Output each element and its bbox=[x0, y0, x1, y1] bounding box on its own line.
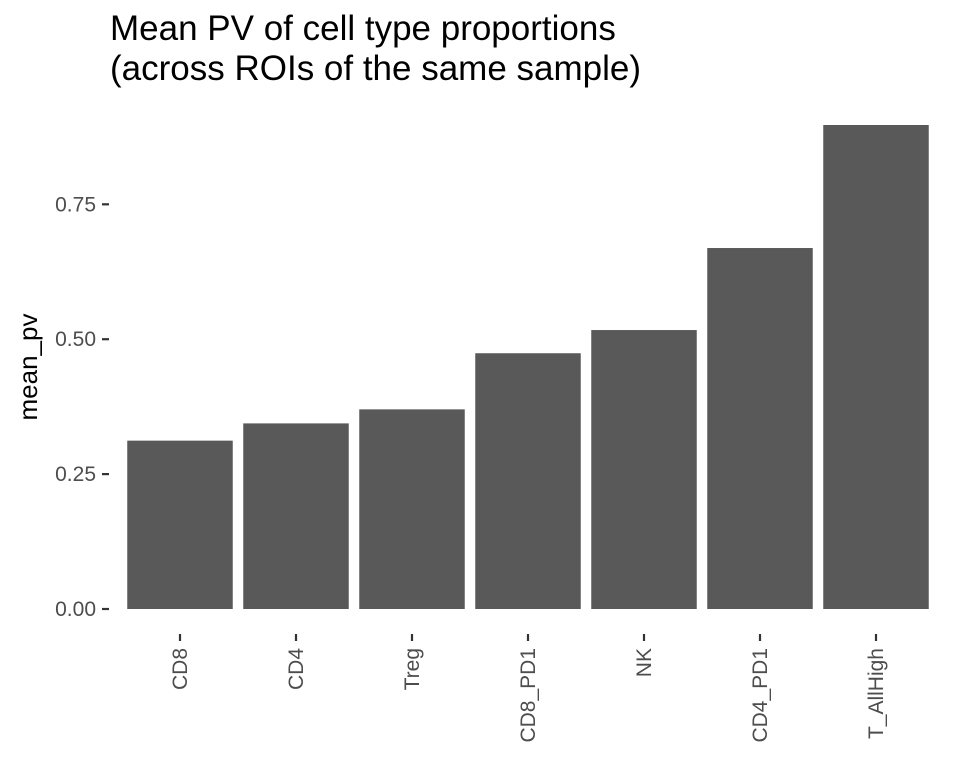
x-tick-label: CD4 bbox=[285, 648, 308, 690]
bar-cd4-pd1 bbox=[707, 248, 813, 609]
chart-title: Mean PV of cell type proportions (across… bbox=[110, 9, 641, 88]
bars bbox=[127, 125, 929, 609]
x-tick-label: T_AllHigh bbox=[865, 648, 888, 739]
x-axis: CD8 CD4 Treg CD8_PD1 NK CD4_PD1 T_AllHigh bbox=[169, 634, 888, 743]
x-tick-label: Treg bbox=[401, 648, 424, 690]
bar-t-allhigh bbox=[823, 125, 929, 609]
bar-treg bbox=[359, 409, 465, 609]
y-tick-label: 0.00 bbox=[55, 598, 96, 621]
x-tick-label: CD8_PD1 bbox=[517, 648, 540, 743]
x-tick-label: CD4_PD1 bbox=[749, 648, 772, 743]
bar-cd8 bbox=[127, 440, 233, 609]
bar-nk bbox=[591, 330, 697, 609]
y-axis-title: mean_pv bbox=[13, 314, 43, 421]
x-tick-label: CD8 bbox=[169, 648, 192, 690]
bar-cd4 bbox=[243, 423, 349, 609]
y-axis: 0.00 0.25 0.50 0.75 bbox=[55, 193, 109, 621]
chart-title-line-2: (across ROIs of the same sample) bbox=[110, 49, 641, 88]
y-tick-label: 0.25 bbox=[55, 463, 96, 486]
y-tick-label: 0.75 bbox=[55, 193, 96, 216]
y-tick-label: 0.50 bbox=[55, 328, 96, 351]
chart-title-line-1: Mean PV of cell type proportions bbox=[110, 9, 616, 48]
bar-cd8-pd1 bbox=[475, 353, 581, 609]
x-tick-label: NK bbox=[633, 648, 656, 677]
